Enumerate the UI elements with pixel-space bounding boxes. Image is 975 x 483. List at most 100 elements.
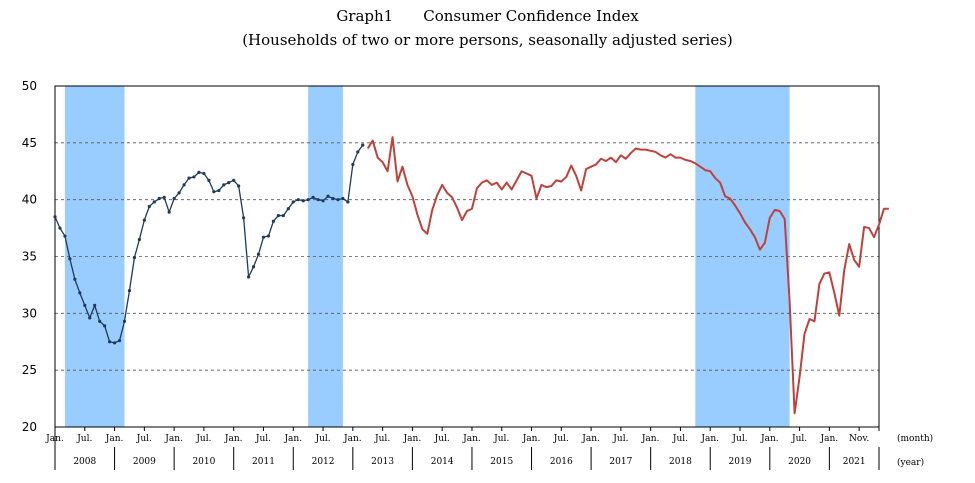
series-point-0 [246, 275, 251, 279]
series-lines [53, 136, 889, 415]
x-tick-label: Jul. [612, 434, 628, 444]
year-label: 2013 [371, 457, 394, 467]
x-tick-label: Jul. [434, 434, 450, 444]
x-tick-label: Jan. [462, 434, 481, 444]
year-label: 2019 [729, 457, 752, 467]
series-point-0 [157, 196, 161, 201]
x-tick-label: Nov. [849, 434, 869, 444]
series-point-0 [83, 303, 87, 307]
chart-title: Graph1 Consumer Confidence Index [336, 7, 639, 25]
series-point-0 [63, 234, 67, 238]
x-tick-label: Jan. [403, 434, 422, 444]
series-point-0 [167, 210, 171, 214]
series-point-0 [306, 198, 310, 202]
x-tick-label: Jan. [343, 434, 362, 444]
y-tick-label: 50 [22, 79, 37, 93]
chart-subtitle: (Households of two or more persons, seas… [242, 31, 733, 49]
x-tick-label: Jan. [164, 434, 183, 444]
series-point-0 [177, 191, 181, 195]
x-tick-label: Jul. [76, 434, 92, 444]
x-tick-label: Jan. [581, 434, 600, 444]
series-point-0 [112, 341, 117, 345]
series-point-0 [147, 204, 151, 209]
y-tick-label: 40 [22, 193, 37, 207]
series-point-0 [266, 234, 271, 238]
series-point-0 [88, 316, 92, 320]
x-tick-label: Jul. [672, 434, 688, 444]
series-point-0 [207, 178, 211, 182]
series-point-0 [192, 175, 196, 179]
y-tick-label: 45 [22, 136, 37, 150]
series-point-0 [227, 181, 231, 185]
series-point-0 [142, 218, 146, 222]
series-point-0 [237, 184, 241, 188]
year-label: 2008 [73, 457, 96, 467]
series-point-0 [172, 196, 176, 201]
series-point-0 [93, 303, 97, 307]
series-point-0 [356, 150, 360, 154]
y-tick-label: 30 [22, 306, 37, 320]
x-tick-label: Jul. [136, 434, 152, 444]
x-tick-label: Jan. [224, 434, 243, 444]
series-point-0 [108, 340, 112, 344]
series-point-0 [281, 213, 285, 218]
x-unit-month-label: (month) [897, 433, 933, 444]
x-tick-label: Jul. [374, 434, 390, 444]
series-point-0 [212, 190, 216, 194]
year-label: 2017 [609, 457, 632, 467]
x-tick-label: Jul. [791, 434, 807, 444]
series-point-0 [326, 194, 330, 198]
x-tick-label: Jul. [731, 434, 747, 444]
x-axis: Jan. Jul. Jan. Jul. Jan. Jul. Jan. Jul. Jan. Jul.… [45, 427, 880, 470]
series-point-0 [331, 196, 335, 201]
series-point-0 [232, 178, 236, 182]
year-label: 2010 [192, 457, 215, 467]
series-point-0 [187, 176, 191, 180]
x-tick-label: Jul. [493, 434, 509, 444]
series-point-0 [316, 198, 320, 202]
series-point-0 [276, 213, 280, 218]
x-tick-label: Jan. [760, 434, 779, 444]
series-point-0 [78, 291, 82, 295]
series-point-0 [351, 162, 355, 167]
series-point-0 [122, 319, 127, 323]
x-tick-label: Jan. [820, 434, 839, 444]
year-label: 2016 [550, 457, 573, 467]
year-label: 2009 [133, 457, 156, 467]
year-label: 2012 [312, 457, 335, 467]
series-point-0 [152, 200, 156, 204]
series-point-0 [132, 256, 137, 260]
x-tick-label: Jul. [195, 434, 211, 444]
series-point-0 [202, 171, 206, 176]
series-point-0 [222, 183, 226, 187]
y-axis: 20 25 30 35 40 45 50 [22, 79, 37, 434]
plot-frame [54, 85, 880, 428]
x-unit-year-label: (year) [897, 457, 924, 468]
y-tick-label: 25 [22, 363, 37, 377]
y-tick-label: 35 [22, 250, 37, 264]
series-line-1 [366, 136, 889, 415]
year-label: 2021 [843, 457, 866, 467]
series-point-0 [346, 200, 350, 204]
series-point-0 [256, 252, 261, 256]
series-point-0 [261, 235, 266, 239]
series-point-0 [251, 265, 256, 269]
year-label: 2011 [252, 457, 275, 467]
x-tick-label: Jan. [105, 434, 124, 444]
series-point-0 [127, 289, 132, 293]
series-point-0 [361, 143, 365, 147]
series-point-0 [311, 195, 315, 199]
x-tick-label: Jul. [255, 434, 271, 444]
y-tick-label: 20 [22, 420, 37, 434]
series-point-0 [291, 200, 295, 204]
series-point-0 [271, 219, 276, 223]
series-point-0 [137, 237, 141, 242]
series-point-0 [321, 199, 325, 203]
series-point-0 [197, 170, 201, 174]
year-label: 2020 [788, 457, 811, 467]
year-label: 2018 [669, 457, 692, 467]
series-point-0 [103, 324, 107, 328]
series-point-0 [217, 188, 221, 193]
series-point-0 [242, 216, 246, 220]
